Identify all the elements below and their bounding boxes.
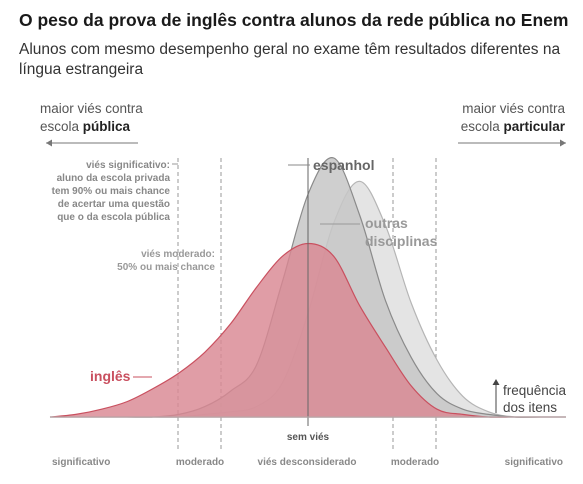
series-label-outras-line1: outras xyxy=(365,215,408,231)
right-arrow-icon xyxy=(560,139,566,147)
series-label-outras-line2: disciplinas xyxy=(365,233,438,249)
right-bias-label-line1: maior viés contra xyxy=(462,101,565,116)
y-hint-line2: dos itens xyxy=(503,400,557,415)
annotation-significant-line-4: que o da escola pública xyxy=(57,212,170,223)
x-category-label-2: viés desconsiderado xyxy=(258,457,357,468)
series-label-ingles: inglês xyxy=(90,368,131,384)
x-category-label-1: moderado xyxy=(176,457,224,468)
right-bias-label-emphasis: particular xyxy=(503,119,565,134)
annotation-significant-line-1: aluno da escola privada xyxy=(57,173,171,184)
center-label: sem viés xyxy=(287,432,330,443)
annotation-significant-line-2: tem 90% ou mais chance xyxy=(52,186,171,197)
series-label-espanhol: espanhol xyxy=(313,157,374,173)
left-bias-label-line1: maior viés contra xyxy=(40,101,143,116)
x-category-label-3: moderado xyxy=(391,457,439,468)
left-bias-label-line2: escola pública xyxy=(40,118,143,136)
y-hint-line1: frequência xyxy=(503,383,567,398)
annotation-significant-line-0: viés significativo: xyxy=(86,160,170,171)
chart-subtitle: Alunos com mesmo desempenho geral no exa… xyxy=(19,41,561,78)
right-bias-label-prefix: escola xyxy=(460,119,504,134)
right-bias-label-line2: escola particular xyxy=(461,118,565,136)
left-bias-label-prefix: escola xyxy=(40,119,83,134)
left-bias-label-emphasis: pública xyxy=(82,119,131,134)
annotation-moderate-line-1: 50% ou mais chance xyxy=(117,262,215,273)
left-bias-label: maior viés contra escola pública xyxy=(40,100,143,136)
x-category-label-4: significativo xyxy=(505,457,563,468)
y-hint-arrow-icon xyxy=(492,379,500,385)
annotation-moderate-line-0: viés moderado: xyxy=(141,249,215,260)
x-category-label-0: significativo xyxy=(52,457,110,468)
annotation-significant-line-3: de acertar uma questão xyxy=(58,199,170,210)
right-bias-label: maior viés contra escola particular xyxy=(461,100,565,136)
left-arrow-icon xyxy=(46,139,52,147)
chart-title: O peso da prova de inglês contra alunos … xyxy=(19,10,569,30)
